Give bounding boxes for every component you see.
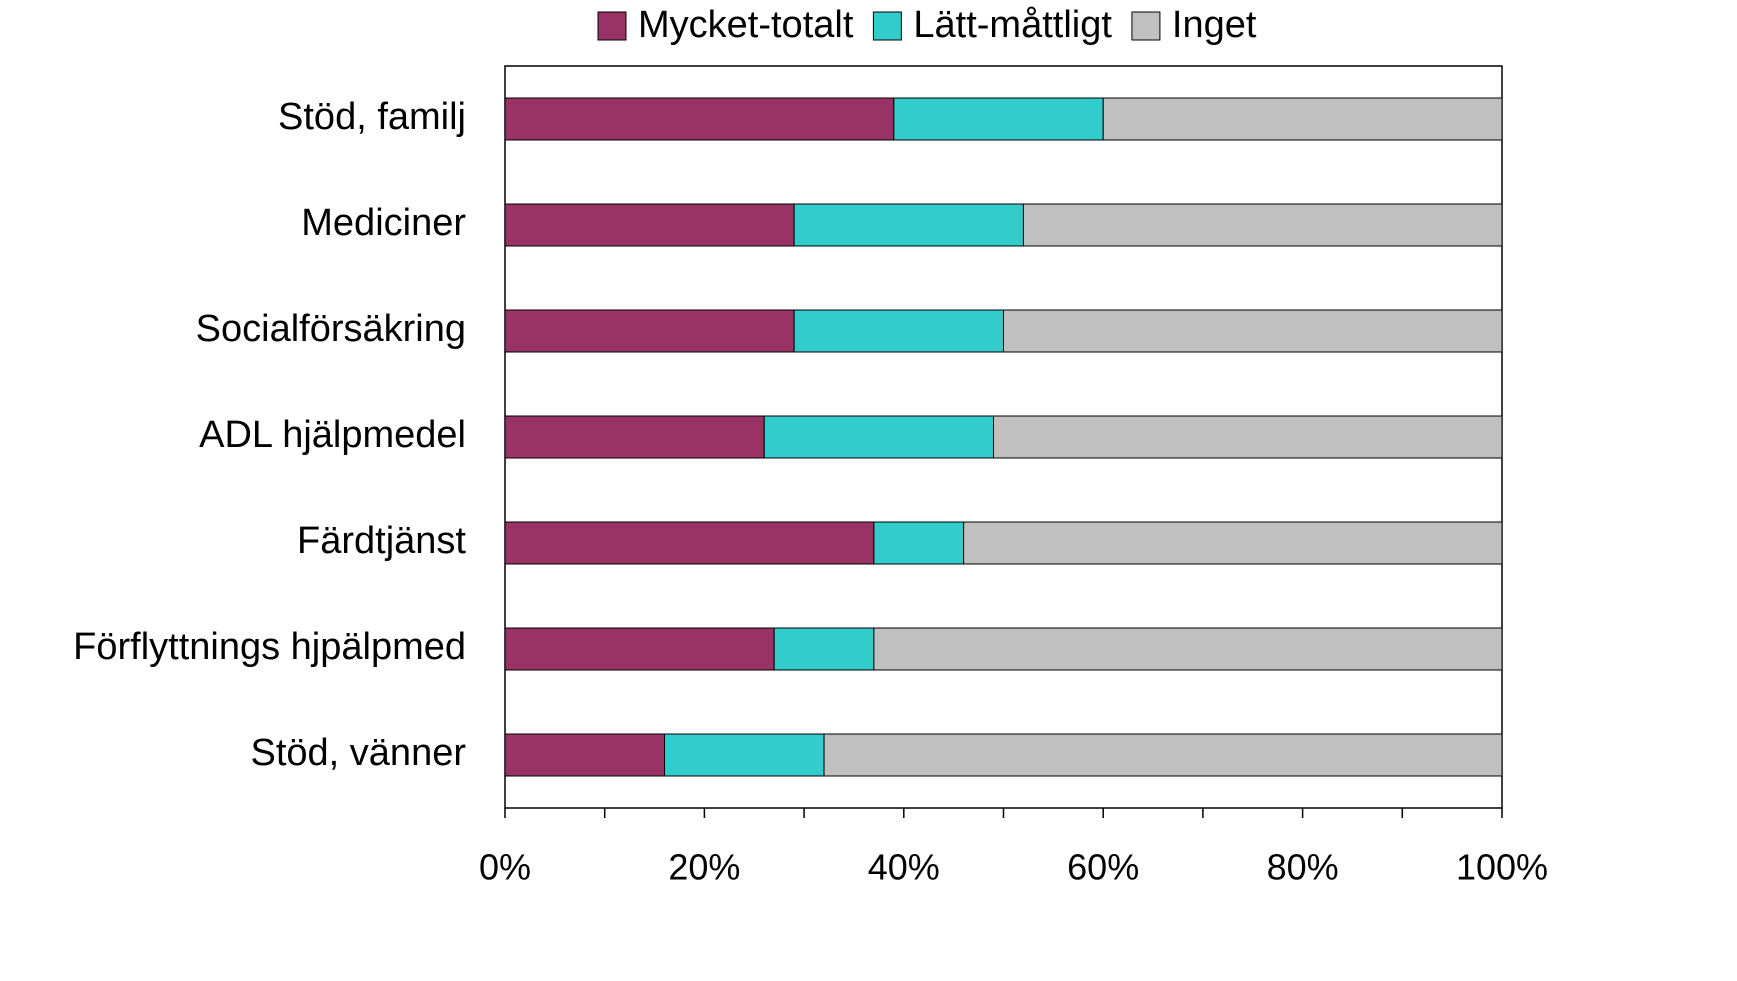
bar-segment [1003,309,1503,353]
legend-label: Mycket-totalt [638,4,854,46]
bar-segment [873,521,965,565]
bar-segment [504,627,775,671]
bar-segment [823,733,1503,777]
legend-swatch [872,11,902,41]
legend-swatch [1131,11,1161,41]
y-tick-label: ADL hjälpmedel [199,414,466,456]
bar-segment [504,415,765,459]
bar-segment [504,97,895,141]
x-tick-label: 20% [668,847,740,888]
bar-segment [1102,97,1503,141]
bar-segment [793,203,1024,247]
bar-segment [504,521,875,565]
bar-segment [504,733,666,777]
x-tick-label: 80% [1267,847,1339,888]
bar-segment [993,415,1503,459]
y-tick-label: Socialförsäkring [196,308,466,350]
x-tick-label: 100% [1456,847,1548,888]
y-tick-label: Stöd, familj [278,96,466,138]
legend-label: Lätt-måttligt [913,4,1112,46]
y-tick-label: Förflyttnings hjpälpmed [73,626,466,668]
bar-segment [793,309,1004,353]
x-tick-label: 40% [868,847,940,888]
bar-segment [893,97,1104,141]
bar-segment [773,627,875,671]
y-tick-label: Färdtjänst [297,520,466,562]
legend-swatch [597,11,627,41]
bar-segment [873,627,1503,671]
bar-segment [763,415,995,459]
y-tick-label: Stöd, vänner [251,732,467,774]
bar-segment [504,309,795,353]
bar-segment [504,203,795,247]
bar-segment [664,733,825,777]
x-tick-label: 0% [479,847,531,888]
x-tick-label: 60% [1067,847,1139,888]
bar-segment [1022,203,1503,247]
legend-label: Inget [1172,4,1257,46]
y-tick-label: Mediciner [301,202,466,244]
bar-segment [963,521,1503,565]
